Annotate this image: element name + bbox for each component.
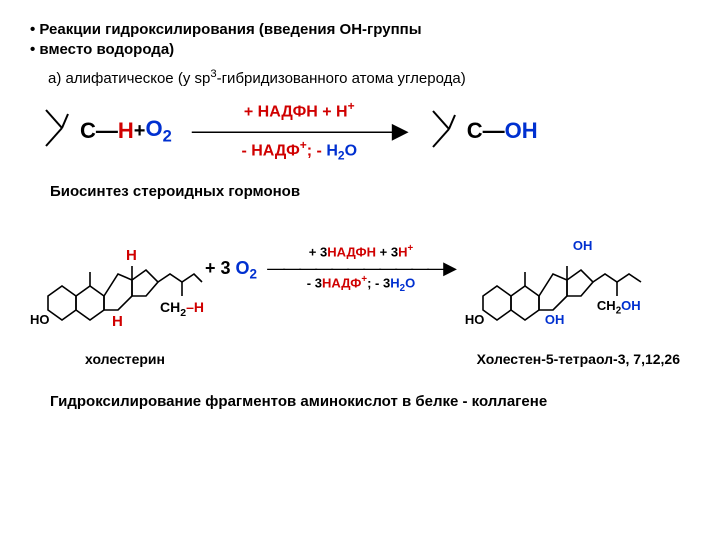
heading-block: • Реакции гидроксилирования (введения ОН…: [30, 20, 690, 59]
ch2hh: –Н: [186, 299, 204, 315]
rxn1-o2-o: O: [145, 116, 162, 141]
rxn1-ch: С—Н: [80, 117, 134, 146]
prod-ch2oh: СН2ОН: [597, 298, 641, 318]
r2ts: +: [407, 243, 413, 254]
prod-ho: HO: [465, 312, 485, 329]
r1-bot-a: - НАДФ: [241, 142, 299, 159]
r2bsep: ; - 3: [367, 276, 390, 291]
r2o: O: [236, 258, 250, 278]
rxn1-c: С—: [80, 118, 118, 143]
r1-top-sup: +: [348, 99, 355, 113]
rxn2-mid: + 3 O2: [205, 257, 257, 283]
cholesterol-label: холестерин: [85, 350, 165, 368]
r2bho: О: [405, 276, 415, 291]
chol-ho: HO: [30, 312, 50, 329]
product-structure: ОН ОН HO СН2ОН: [465, 210, 650, 330]
ch2: СН: [160, 299, 180, 315]
cholesterol-structure: Н Н HO СН2–Н: [30, 210, 205, 330]
arrow-icon: ——————————▶: [192, 123, 407, 138]
r1-h2o-o: О: [345, 142, 357, 159]
r1-bot-sup: +: [300, 138, 307, 152]
rxn1-left: [40, 104, 80, 159]
rxn2-arrow: + 3НАДФН + 3Н+ ———————————▶ - 3НАДФ+; - …: [267, 243, 455, 295]
rxn1-roh: ОН: [505, 118, 538, 143]
heading-line1: • Реакции гидроксилирования (введения ОН…: [30, 20, 690, 40]
r2bh: Н: [390, 276, 399, 291]
rxn1-o2: O2: [145, 115, 171, 148]
rxn1-right: С—ОН: [467, 117, 538, 146]
r2ba: - 3: [307, 276, 322, 291]
r2osub: 2: [250, 266, 258, 281]
prod-oh-bot: ОН: [545, 312, 565, 329]
reaction-2: Н Н HO СН2–Н + 3 O2 + 3НАДФН + 3Н+ —————…: [30, 210, 690, 330]
product-label: Холестен-5-тетраол-3, 7,12,26: [477, 350, 680, 368]
rxn1-rc: С—: [467, 118, 505, 143]
heading-line2: • вместо водорода): [30, 40, 690, 60]
rxn1-o2-sub: 2: [163, 127, 172, 145]
chol-top-h: Н: [126, 246, 137, 266]
bonds-left-icon: [40, 104, 80, 152]
chol-ch2h: СН2–Н: [160, 298, 204, 320]
labels-row: холестерин Холестен-5-тетраол-3, 7,12,26: [30, 348, 690, 368]
bonds-right-icon: [427, 105, 467, 153]
heading-text1: Реакции гидроксилирования (введения ОН-г…: [39, 21, 421, 38]
sub-a-txt: а) алифатическое (у sp: [48, 70, 210, 87]
arrow2-icon: ———————————▶: [267, 262, 455, 275]
collagen-line: Гидроксилирование фрагментов аминокислот…: [50, 392, 690, 412]
pchoh: ОН: [621, 298, 641, 313]
r2bb: НАДФ: [322, 276, 361, 291]
prod-oh-top: ОН: [573, 238, 593, 255]
r1-h2o-h: Н: [326, 142, 338, 159]
r1-bot-sep: ; -: [307, 142, 327, 159]
sub-a-rest: -гибридизованного атома углерода): [217, 70, 466, 87]
reaction-1: С—Н + O2 + НАДФН + Н+ ——————————▶ - НАДФ…: [40, 99, 690, 165]
rxn1-right-bonds: [427, 105, 467, 159]
heading-text2: вместо водорода): [39, 41, 174, 58]
rxn1-h: Н: [118, 118, 134, 143]
chol-bot-h: Н: [112, 312, 123, 332]
r2mid: + 3: [205, 258, 236, 278]
r1-h2o-sub: 2: [338, 149, 345, 163]
pch: СН: [597, 298, 616, 313]
rxn1-plus: +: [134, 118, 146, 144]
biosynth-title: Биосинтез стероидных гормонов: [50, 182, 690, 202]
sub-a: а) алифатическое (у sp3-гибридизованного…: [48, 67, 690, 89]
rxn1-arrow: + НАДФН + Н+ ——————————▶ - НАДФ+; - Н2О: [192, 99, 407, 165]
